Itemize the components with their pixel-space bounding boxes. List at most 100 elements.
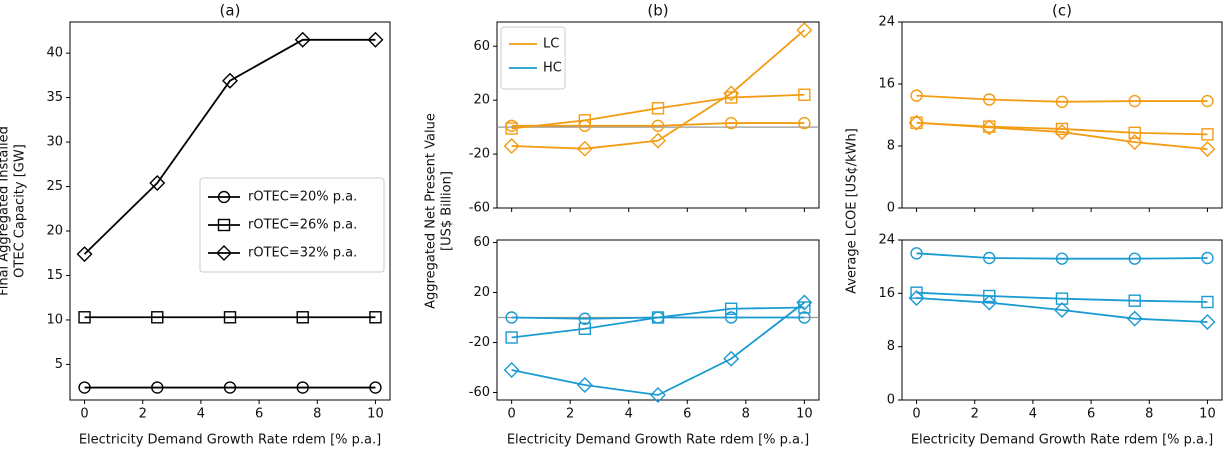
series-line (511, 29, 805, 150)
marker (908, 290, 925, 306)
marker (983, 251, 996, 265)
plot-frame (901, 21, 1223, 209)
marker (1128, 252, 1141, 265)
legend-label: LC (543, 37, 559, 52)
marker (981, 119, 998, 136)
x-tick-label: 10 (367, 407, 384, 422)
x-tick-label: 10 (796, 407, 813, 422)
legend-label: HC (543, 61, 562, 76)
x-axis-label: Electricity Demand Growth Rate rdem [% p… (911, 433, 1213, 448)
marker (650, 387, 666, 403)
legend-marker (216, 245, 232, 261)
marker (1128, 94, 1141, 108)
y-tick-label: 35 (46, 90, 63, 105)
marker (369, 311, 382, 324)
x-tick-label: 4 (1029, 407, 1037, 422)
y-axis-label: Final Aggregated Installed (0, 126, 12, 296)
marker (796, 22, 813, 39)
marker (650, 132, 666, 149)
marker (1201, 94, 1214, 108)
y-tick-label: 20 (46, 224, 63, 239)
marker (723, 350, 740, 367)
panel-title: (a) (220, 2, 241, 20)
marker (724, 311, 738, 324)
y-tick-label: 30 (46, 135, 63, 150)
legend-box (500, 26, 566, 90)
y-tick-label: 15 (46, 268, 63, 283)
legend-box (199, 177, 385, 273)
marker (724, 116, 738, 130)
marker (1055, 122, 1069, 136)
marker (651, 102, 665, 115)
series-line (916, 291, 1208, 303)
x-axis-label: Electricity Demand Growth Rate rdem [% p… (79, 433, 381, 448)
y-tick-label: -20 (469, 147, 490, 162)
y-axis-label: [US$ Billion] (440, 171, 455, 251)
marker (78, 381, 91, 394)
marker (576, 377, 593, 393)
y-tick-label: 0 (887, 393, 895, 408)
series-line (916, 297, 1208, 323)
y-tick-label: 40 (46, 46, 63, 61)
x-tick-label: 6 (683, 407, 691, 422)
marker (296, 311, 309, 324)
series-line (83, 38, 376, 255)
marker (578, 114, 592, 127)
marker (151, 381, 164, 394)
x-tick-label: 8 (313, 407, 321, 422)
marker (1201, 251, 1214, 265)
y-tick-label: 0 (887, 201, 895, 216)
y-tick-label: 16 (878, 286, 895, 301)
x-tick-label: 2 (566, 407, 574, 422)
marker (578, 322, 592, 335)
x-tick-label: 8 (742, 407, 750, 422)
x-tick-label: 8 (1145, 407, 1153, 422)
marker (76, 246, 93, 263)
marker (578, 312, 592, 325)
y-tick-label: -60 (469, 385, 490, 400)
x-tick-label: 6 (255, 407, 263, 422)
y-tick-label: 5 (55, 357, 63, 372)
marker (798, 88, 811, 101)
marker (151, 311, 164, 324)
marker (724, 302, 738, 315)
marker (1201, 128, 1214, 141)
marker (222, 72, 238, 89)
y-tick-label: 8 (887, 339, 895, 354)
marker (505, 311, 518, 324)
marker (505, 122, 518, 135)
x-tick-label: 2 (971, 407, 979, 422)
marker (1128, 126, 1141, 140)
x-tick-label: 2 (139, 407, 147, 422)
panel-title: (b) (647, 2, 668, 20)
marker (296, 381, 309, 394)
x-tick-label: 0 (507, 407, 515, 422)
marker (503, 362, 520, 378)
marker (1199, 314, 1216, 330)
y-tick-label: 10 (46, 312, 63, 327)
legend-label: rOTEC=26% p.a. (248, 218, 357, 233)
marker (981, 294, 998, 311)
y-tick-label: 16 (878, 77, 895, 92)
legend-label: rOTEC=32% p.a. (248, 246, 357, 261)
marker (651, 119, 665, 132)
x-tick-label: 4 (625, 407, 633, 422)
y-tick-label: 60 (473, 235, 490, 250)
marker (1128, 294, 1141, 307)
marker (367, 31, 384, 48)
y-tick-label: 20 (473, 93, 490, 108)
marker (910, 89, 923, 102)
marker (1199, 141, 1216, 158)
x-tick-label: 0 (80, 407, 88, 422)
marker (1201, 295, 1214, 309)
y-tick-label: 24 (878, 233, 895, 248)
marker (505, 331, 518, 344)
marker (503, 138, 520, 154)
y-tick-label: 60 (473, 39, 490, 54)
y-tick-label: 20 (473, 285, 490, 300)
marker (1126, 134, 1143, 151)
marker (149, 174, 166, 191)
plot-frame (496, 239, 820, 401)
legend-marker (217, 218, 231, 232)
